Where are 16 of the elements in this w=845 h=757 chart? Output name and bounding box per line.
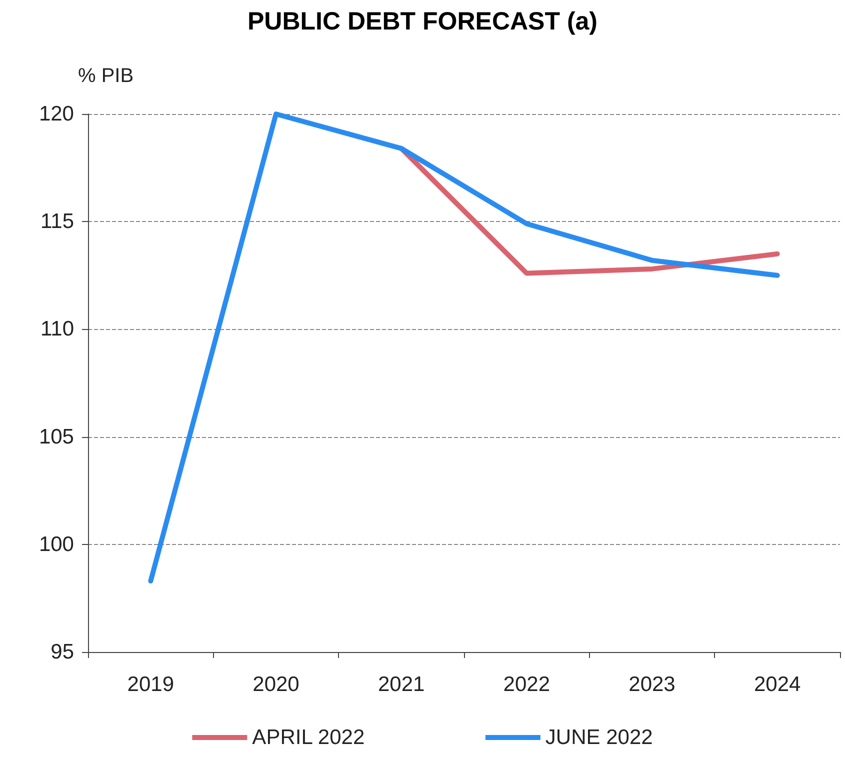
legend-label: APRIL 2022 bbox=[252, 726, 365, 749]
legend-label: JUNE 2022 bbox=[545, 726, 653, 749]
chart-title: PUBLIC DEBT FORECAST (a) bbox=[248, 8, 598, 36]
x-tick-label: 2024 bbox=[754, 673, 802, 696]
y-tick-label: 115 bbox=[40, 210, 74, 234]
y-tick-label: 105 bbox=[38, 425, 74, 448]
y-tick-label: 100 bbox=[38, 532, 74, 556]
x-tick-label: 2023 bbox=[628, 673, 676, 696]
x-tick-label: 2020 bbox=[252, 673, 300, 696]
x-tick-label: 2021 bbox=[378, 673, 425, 696]
x-tick-label: 2019 bbox=[127, 673, 174, 696]
x-tick-label: 2022 bbox=[503, 673, 550, 696]
y-tick-label: 120 bbox=[38, 102, 74, 126]
y-tick-label: 110 bbox=[40, 318, 74, 341]
y-tick-label: 95 bbox=[50, 640, 74, 664]
y-axis-title: % PIB bbox=[78, 65, 134, 87]
